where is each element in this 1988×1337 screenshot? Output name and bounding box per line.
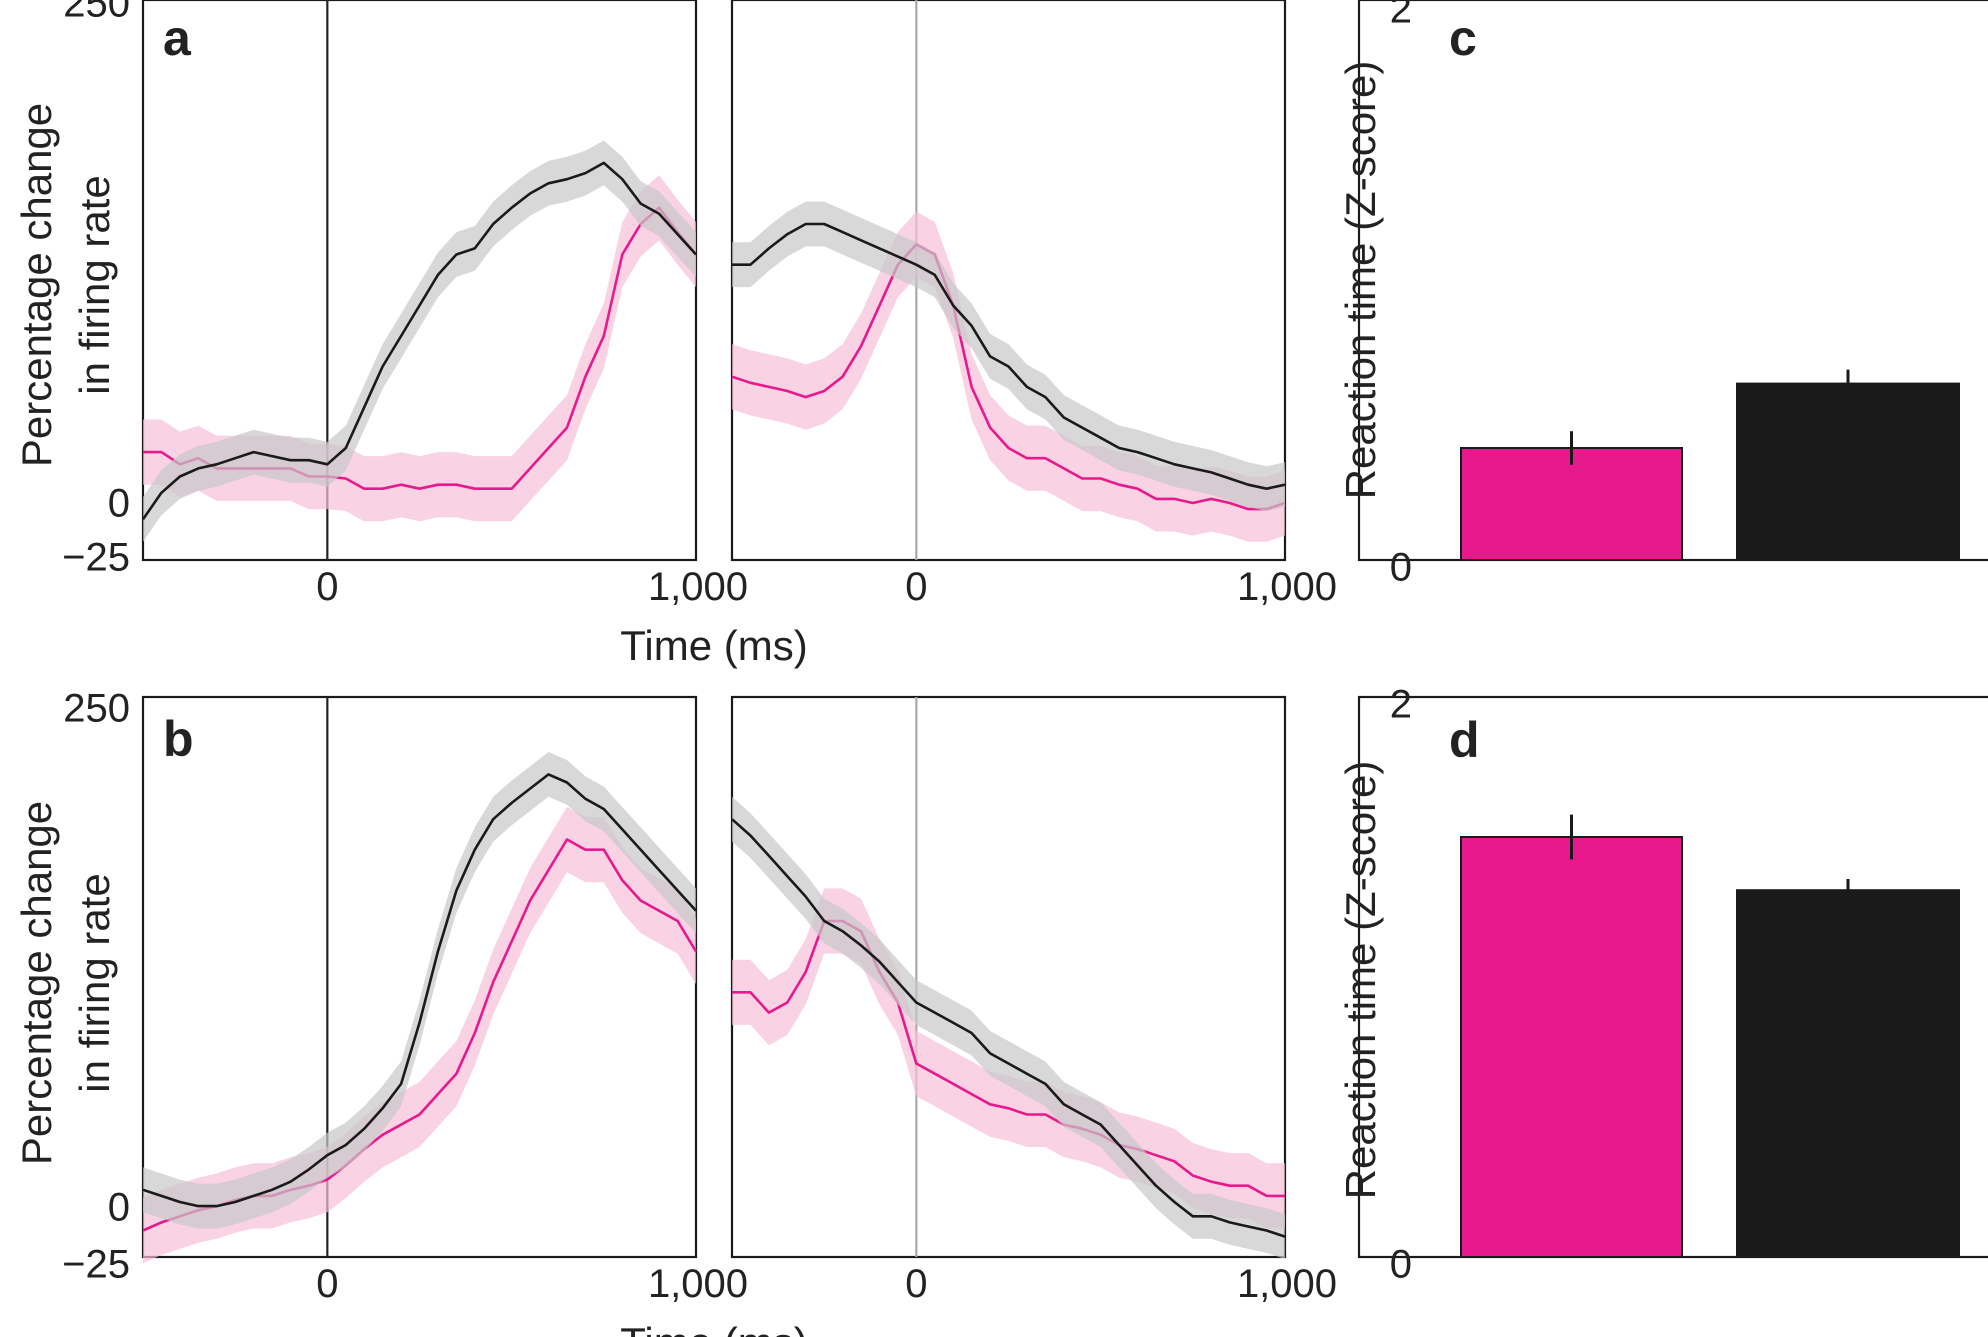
- y-axis-label: in firing rate: [71, 175, 118, 394]
- y-axis-label: Reaction time (Z-score): [1337, 61, 1384, 500]
- y-tick-label: 2: [1390, 0, 1412, 32]
- subplot-left: 0 1,000: [141, 695, 748, 1306]
- panel-c-chart: 2 0 Reaction time (Z-score) c: [1337, 0, 1988, 590]
- x-tick-label: 1,000: [1237, 565, 1337, 609]
- y-tick-label: 0: [1390, 1243, 1412, 1287]
- panel-label: d: [1449, 712, 1480, 768]
- series-line-black: [732, 222, 1286, 490]
- y-tick-label: 0: [108, 1186, 130, 1230]
- sem-band-magenta: [143, 175, 696, 522]
- bar-black: [1736, 889, 1960, 1258]
- x-tick-label: 0: [316, 1262, 338, 1306]
- x-axis-label: Time (ms): [620, 1319, 807, 1337]
- y-tick-label: −25: [62, 1243, 130, 1287]
- x-axis-label: Time (ms): [620, 622, 807, 669]
- y-tick-label: 2: [1390, 683, 1412, 727]
- x-tick-label: 0: [316, 565, 338, 609]
- panel-a-chart: 250 0 −25 Percentage change in firing rate 0 1…: [13, 0, 1337, 669]
- panel-b-chart: 250 0 −25 Percentage change in firing rate 0 1…: [13, 687, 1337, 1337]
- series-line-black: [731, 818, 1286, 1238]
- y-tick-label: 0: [108, 482, 130, 526]
- subplot-right: 0 1,000: [730, 695, 1337, 1306]
- panel-label: b: [163, 711, 194, 767]
- subplot-right: 0 1,000: [730, 0, 1337, 609]
- sem-band-black: [732, 201, 1285, 512]
- sem-band-black: [143, 752, 696, 1229]
- x-tick-label: 1,000: [648, 1262, 748, 1306]
- bar-black: [1736, 382, 1960, 561]
- series-line-black: [141, 161, 697, 521]
- x-tick-label: 1,000: [1237, 1262, 1337, 1306]
- panel-label: a: [163, 10, 192, 66]
- x-tick-label: 0: [905, 565, 927, 609]
- series-line-black: [142, 773, 697, 1208]
- panel-label: c: [1449, 10, 1477, 66]
- y-tick-label: 250: [63, 687, 130, 731]
- sem-band-black: [143, 140, 696, 542]
- y-axis-label: Percentage change: [13, 801, 60, 1165]
- sem-band-magenta: [732, 211, 1285, 542]
- sem-band-black: [732, 796, 1285, 1259]
- bar-magenta: [1460, 447, 1683, 561]
- bar-magenta: [1460, 836, 1683, 1258]
- y-tick-label: 0: [1390, 546, 1412, 590]
- y-axis-label: Percentage change: [13, 103, 60, 467]
- y-tick-label: 250: [63, 0, 130, 26]
- y-tick-label: −25: [62, 536, 130, 580]
- subplot-left: 0 1,000: [141, 0, 748, 609]
- x-tick-label: 1,000: [648, 565, 748, 609]
- x-tick-label: 0: [905, 1262, 927, 1306]
- y-axis-label: in firing rate: [71, 873, 118, 1092]
- y-axis-label: Reaction time (Z-score): [1337, 761, 1384, 1200]
- series-line-magenta: [731, 243, 1286, 511]
